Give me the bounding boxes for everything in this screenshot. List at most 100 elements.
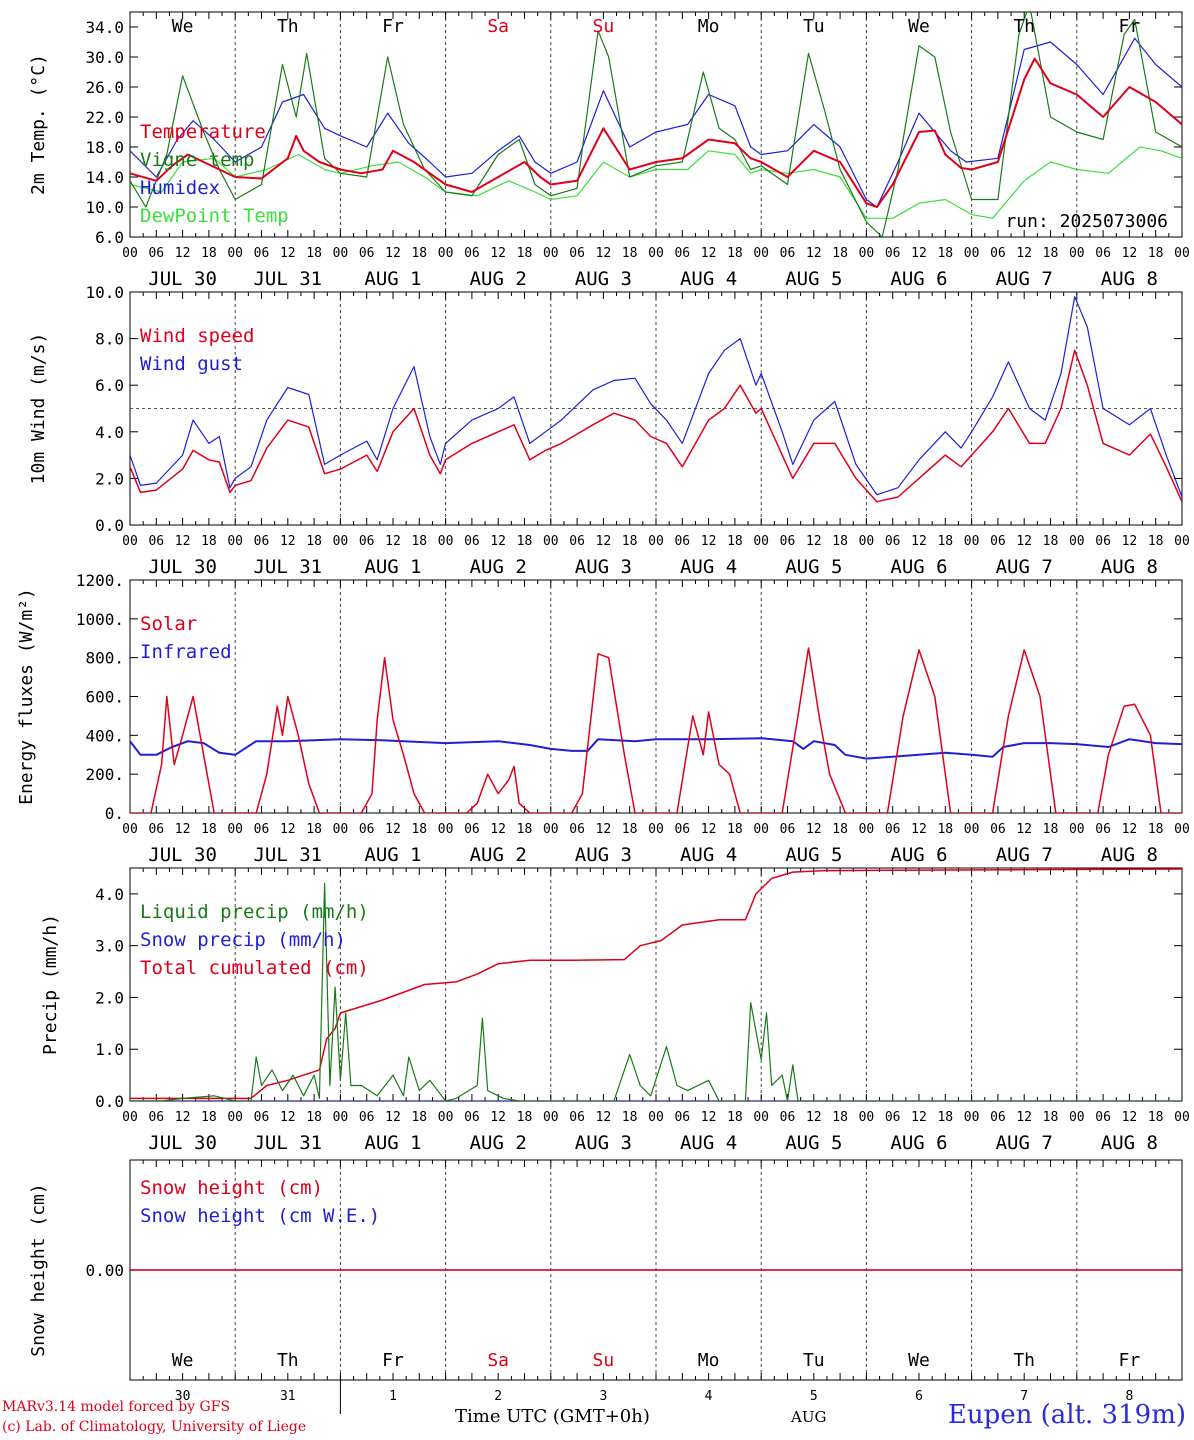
weekday-label: Th — [1013, 16, 1035, 37]
hour-tick-label: 00 — [859, 1110, 875, 1125]
temperature-frame — [129, 11, 1183, 238]
day-number-label: 8 — [1125, 1389, 1133, 1404]
hour-tick-label: 18 — [832, 1110, 848, 1125]
y-tick-label: 1.0 — [95, 1040, 124, 1059]
date-label: AUG 7 — [996, 844, 1053, 866]
hour-tick-label: 00 — [1174, 534, 1190, 549]
y-tick-label: 30.0 — [85, 48, 124, 67]
hour-tick-label: 12 — [701, 1110, 717, 1125]
date-label: JUL 30 — [148, 268, 217, 290]
hour-tick-label: 12 — [490, 822, 506, 837]
hour-tick-label: 12 — [385, 822, 401, 837]
hour-tick-label: 06 — [464, 1110, 480, 1125]
date-label: AUG 8 — [1101, 844, 1158, 866]
hour-tick-label: 06 — [569, 1110, 585, 1125]
hour-tick-label: 12 — [911, 534, 927, 549]
hour-tick-label: 00 — [438, 822, 454, 837]
date-label: AUG 3 — [575, 1132, 632, 1154]
date-label: AUG 6 — [890, 844, 947, 866]
date-label: AUG 7 — [996, 556, 1053, 578]
hour-tick-label: 00 — [333, 1110, 349, 1125]
hour-tick-label: 06 — [990, 822, 1006, 837]
day-number-label: 5 — [810, 1389, 818, 1404]
date-label: JUL 30 — [148, 556, 217, 578]
legend-entry: Wind gust — [140, 353, 243, 375]
model-credit: MARv3.14 model forced by GFS — [2, 1399, 231, 1415]
weekday-label: Sa — [487, 16, 509, 37]
legend-entry: DewPoint Temp — [140, 205, 289, 227]
hour-tick-label: 12 — [385, 246, 401, 261]
hour-tick-label: 00 — [1069, 534, 1085, 549]
date-label: AUG 7 — [996, 1132, 1053, 1154]
legend-entry: Infrared — [140, 641, 232, 663]
date-label: AUG 2 — [470, 1132, 527, 1154]
hour-tick-label: 00 — [543, 246, 559, 261]
hour-tick-label: 00 — [648, 534, 664, 549]
date-label: AUG 2 — [470, 844, 527, 866]
hour-tick-label: 00 — [227, 1110, 243, 1125]
series-line-wind-gust — [130, 296, 1182, 498]
hour-tick-label: 18 — [1043, 246, 1059, 261]
hour-tick-label: 00 — [1069, 1110, 1085, 1125]
hour-tick-label: 06 — [990, 246, 1006, 261]
hour-tick-label: 18 — [622, 534, 638, 549]
hour-tick-label: 18 — [937, 1110, 953, 1125]
hour-tick-label: 12 — [280, 822, 296, 837]
hour-tick-label: 18 — [937, 246, 953, 261]
hour-tick-label: 12 — [701, 246, 717, 261]
hour-tick-label: 00 — [122, 1110, 138, 1125]
hour-tick-label: 00 — [438, 246, 454, 261]
hour-tick-label: 00 — [859, 822, 875, 837]
hour-tick-label: 12 — [1122, 1110, 1138, 1125]
hour-tick-label: 00 — [1174, 246, 1190, 261]
y-tick-label: 0. — [105, 804, 124, 823]
hour-tick-label: 18 — [517, 246, 533, 261]
y-tick-label: 3.0 — [95, 937, 124, 956]
hour-tick-label: 18 — [622, 246, 638, 261]
hour-tick-label: 12 — [175, 1110, 191, 1125]
hour-tick-label: 12 — [385, 534, 401, 549]
hour-tick-label: 06 — [254, 534, 270, 549]
hour-tick-label: 12 — [175, 822, 191, 837]
hour-tick-label: 06 — [1095, 1110, 1111, 1125]
y-tick-label: 10.0 — [85, 283, 124, 302]
hour-tick-label: 06 — [780, 246, 796, 261]
hour-tick-label: 06 — [464, 822, 480, 837]
hour-tick-label: 18 — [1148, 1110, 1164, 1125]
hour-tick-label: 06 — [1095, 246, 1111, 261]
date-label: AUG 6 — [890, 1132, 947, 1154]
date-label: AUG 6 — [890, 268, 947, 290]
hour-tick-label: 12 — [175, 246, 191, 261]
hour-tick-label: 18 — [1148, 534, 1164, 549]
hour-tick-label: 06 — [885, 534, 901, 549]
date-label: AUG 8 — [1101, 1132, 1158, 1154]
date-label: AUG 8 — [1101, 268, 1158, 290]
weekday-label: Mo — [698, 16, 720, 37]
hour-tick-label: 12 — [806, 246, 822, 261]
hour-tick-label: 00 — [122, 246, 138, 261]
weekday-label: Sa — [487, 1350, 509, 1371]
day-number-label: 2 — [494, 1389, 502, 1404]
hour-tick-label: 06 — [569, 822, 585, 837]
date-label: AUG 3 — [575, 556, 632, 578]
y-tick-label: 4.0 — [95, 885, 124, 904]
series-line-wind-speed — [130, 349, 1182, 503]
hour-tick-label: 00 — [753, 1110, 769, 1125]
hour-tick-label: 06 — [990, 1110, 1006, 1125]
hour-tick-label: 18 — [517, 1110, 533, 1125]
hour-tick-label: 00 — [753, 822, 769, 837]
y-tick-label: 4.0 — [95, 423, 124, 442]
day-number-label: 7 — [1020, 1389, 1028, 1404]
day-number-label: 4 — [705, 1389, 713, 1404]
weekday-label: Th — [277, 1350, 299, 1371]
station-label: Eupen (alt. 319m) — [947, 1400, 1186, 1430]
hour-tick-label: 18 — [832, 534, 848, 549]
hour-tick-label: 18 — [622, 822, 638, 837]
y-axis-label: Energy fluxes (W/m²) — [16, 588, 37, 805]
y-tick-label: 800. — [85, 649, 124, 668]
y-tick-label: 22.0 — [85, 108, 124, 127]
hour-tick-label: 18 — [1148, 246, 1164, 261]
legend-entry: Total cumulated (cm) — [140, 957, 369, 979]
weekday-label: Mo — [698, 1350, 720, 1371]
